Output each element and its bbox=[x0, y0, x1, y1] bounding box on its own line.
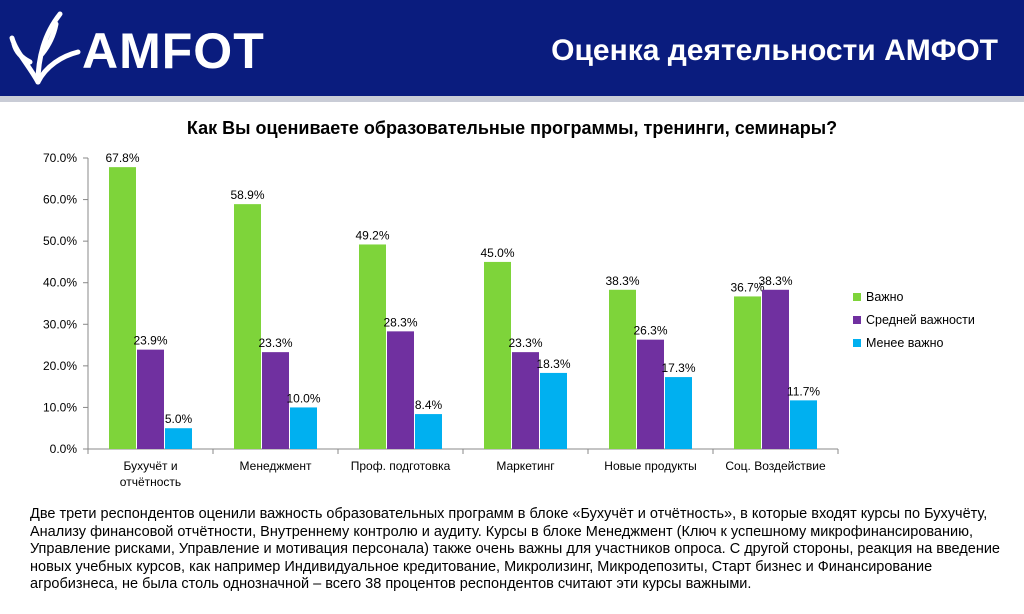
bar bbox=[790, 400, 817, 449]
legend-label: Менее важно bbox=[866, 336, 944, 350]
data-label: 38.3% bbox=[605, 274, 639, 288]
bar bbox=[234, 204, 261, 449]
x-tick-label: Маркетинг bbox=[496, 459, 555, 473]
bar bbox=[762, 289, 789, 449]
amfot-logo bbox=[9, 11, 81, 85]
header-bar: АМFОТ Оценка деятельности АМФОТ bbox=[0, 0, 1024, 96]
data-label: 58.9% bbox=[230, 188, 264, 202]
bar bbox=[290, 407, 317, 449]
x-tick-label: Соц. Воздействие bbox=[725, 459, 826, 473]
y-tick-label: 50.0% bbox=[43, 234, 77, 248]
legend-swatch bbox=[853, 339, 861, 347]
x-tick-label: Новые продукты bbox=[604, 459, 696, 473]
data-label: 38.3% bbox=[758, 274, 792, 288]
data-label: 11.7% bbox=[787, 384, 820, 398]
data-label: 28.3% bbox=[383, 315, 417, 329]
data-label: 67.8% bbox=[105, 151, 139, 165]
bar bbox=[512, 352, 539, 449]
chart-title: Как Вы оцениваете образовательные програ… bbox=[186, 118, 838, 138]
x-tick-label: Проф. подготовка bbox=[351, 459, 451, 473]
leaf-icon bbox=[9, 11, 81, 85]
data-label: 36.7% bbox=[730, 280, 764, 294]
y-tick-label: 60.0% bbox=[43, 193, 77, 207]
bar bbox=[359, 244, 386, 449]
page-title: Оценка деятельности АМФОТ bbox=[551, 34, 998, 67]
caption-text: Две трети респондентов оценили важность … bbox=[30, 506, 1000, 592]
bar bbox=[415, 414, 442, 449]
x-tick-label: Менеджмент bbox=[240, 459, 312, 473]
bar bbox=[734, 296, 761, 449]
data-label: 45.0% bbox=[480, 246, 514, 260]
data-label: 18.3% bbox=[536, 357, 570, 371]
y-tick-label: 70.0% bbox=[43, 151, 77, 165]
x-tick-label: отчётность bbox=[120, 475, 181, 489]
bar bbox=[609, 289, 636, 449]
data-label: 23.9% bbox=[133, 334, 167, 348]
legend-label: Средней важности bbox=[866, 313, 975, 327]
header-divider bbox=[0, 96, 1024, 102]
y-tick-label: 30.0% bbox=[43, 317, 77, 331]
bar bbox=[109, 167, 136, 449]
bar bbox=[387, 331, 414, 449]
data-label: 23.3% bbox=[258, 336, 292, 350]
data-label: 49.2% bbox=[355, 228, 389, 242]
legend-label: Важно bbox=[866, 290, 904, 304]
bar bbox=[540, 372, 567, 449]
data-label: 26.3% bbox=[633, 324, 667, 338]
legend-swatch bbox=[853, 293, 861, 301]
y-tick-label: 40.0% bbox=[43, 276, 77, 290]
data-label: 5.0% bbox=[165, 412, 193, 426]
legend-swatch bbox=[853, 316, 861, 324]
bar bbox=[262, 352, 289, 449]
bar bbox=[165, 428, 192, 449]
bar-chart: 0.0% 10.0% 20.0% 30.0% 40.0% 50.0% 60.0% 70.0% 6… bbox=[43, 151, 975, 489]
data-label: 8.4% bbox=[415, 398, 443, 412]
x-tick-label: Бухучёт и bbox=[123, 459, 177, 473]
bar bbox=[484, 261, 511, 449]
logo-text: АМFОТ bbox=[82, 23, 265, 79]
y-tick-label: 0.0% bbox=[50, 442, 78, 456]
data-label: 23.3% bbox=[508, 336, 542, 350]
bar bbox=[637, 339, 664, 449]
y-tick-label: 20.0% bbox=[43, 359, 77, 373]
bar bbox=[665, 377, 692, 449]
data-label: 10.0% bbox=[286, 391, 320, 405]
data-label: 17.3% bbox=[661, 361, 695, 375]
bar bbox=[137, 349, 164, 449]
y-tick-label: 10.0% bbox=[43, 400, 77, 414]
